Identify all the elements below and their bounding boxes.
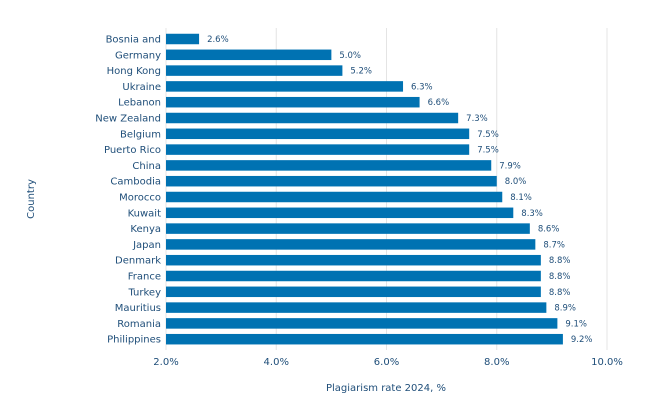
value-label: 8.8%: [549, 272, 571, 282]
bar: [166, 65, 343, 76]
value-label: 8.8%: [549, 256, 571, 266]
bar: [166, 128, 470, 140]
x-tick-label: 6.0%: [374, 357, 399, 368]
category-label: France: [128, 272, 161, 283]
value-label: 8.6%: [538, 225, 560, 235]
category-label: Turkey: [127, 287, 161, 298]
bar: [166, 333, 563, 345]
x-tick-label: 10.0%: [591, 357, 623, 368]
value-label: 9.1%: [565, 319, 587, 329]
x-tick-label: 4.0%: [264, 357, 289, 368]
y-axis-title: Country: [26, 179, 37, 219]
category-label: Kenya: [130, 224, 161, 235]
bar: [166, 96, 420, 108]
value-label: 5.0%: [339, 51, 361, 61]
bar: [166, 175, 497, 187]
category-label: Bosnia and: [106, 35, 161, 46]
x-tick-label: 8.0%: [484, 357, 509, 368]
value-label: 7.5%: [477, 130, 499, 140]
bar: [166, 81, 404, 92]
bar: [166, 112, 459, 124]
value-label: 9.2%: [571, 335, 593, 345]
value-label: 8.0%: [505, 177, 527, 187]
category-label: Belgium: [120, 129, 161, 140]
bar: [166, 144, 470, 155]
value-label: 8.8%: [549, 288, 571, 298]
labels: 2.0% 4.0% 6.0% 8.0% 10.0% Bosnia and 2.6% Germa…: [95, 35, 623, 369]
bar: [166, 33, 200, 45]
value-label: 7.9%: [499, 161, 521, 171]
value-label: 8.9%: [554, 304, 576, 314]
x-axis-title: Plagiarism rate 2024, %: [326, 383, 446, 394]
bar: [166, 223, 530, 234]
value-label: 8.7%: [543, 240, 565, 250]
value-label: 8.3%: [521, 209, 543, 219]
grid-lines: [165, 28, 608, 350]
category-label: New Zealand: [95, 114, 161, 125]
bar: [166, 318, 558, 329]
category-label: Hong Kong: [107, 66, 161, 77]
bar: [166, 207, 514, 219]
value-label: 6.3%: [411, 82, 433, 92]
category-label: Germany: [115, 50, 161, 61]
bar: [166, 239, 536, 250]
category-label: Philippines: [107, 335, 161, 346]
category-label: Ukraine: [122, 82, 161, 93]
bar: [166, 49, 332, 61]
category-label: China: [132, 161, 161, 172]
bar: [166, 191, 503, 203]
category-label: Lebanon: [118, 98, 161, 109]
category-label: Denmark: [115, 256, 161, 267]
category-label: Cambodia: [110, 177, 161, 188]
category-label: Kuwait: [128, 208, 161, 219]
category-label: Mauritius: [115, 303, 161, 314]
bar: [166, 302, 547, 313]
category-label: Morocco: [119, 193, 161, 204]
bars: [166, 33, 563, 345]
bar: [166, 254, 541, 266]
category-label: Puerto Rico: [104, 145, 161, 156]
value-label: 8.1%: [510, 193, 532, 203]
value-label: 6.6%: [428, 98, 450, 108]
category-label: Romania: [117, 319, 161, 330]
value-label: 7.5%: [477, 146, 499, 156]
bar: [166, 286, 541, 298]
bar: [166, 270, 541, 282]
value-label: 5.2%: [350, 67, 372, 77]
x-tick-label: 2.0%: [153, 357, 178, 368]
value-label: 2.6%: [207, 35, 229, 45]
value-label: 7.3%: [466, 114, 488, 124]
bar: [166, 160, 492, 171]
category-label: Japan: [132, 240, 161, 251]
